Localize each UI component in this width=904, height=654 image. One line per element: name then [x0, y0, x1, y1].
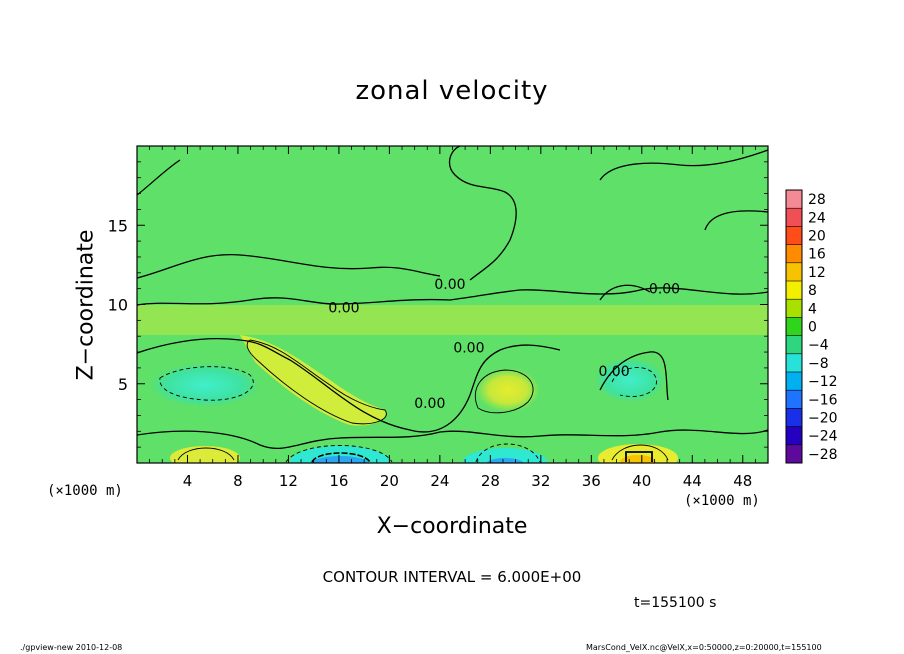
colorbar-label: 24: [808, 210, 826, 226]
contour-label: 0.00: [649, 282, 680, 298]
y-tick-label: 5: [118, 375, 128, 394]
colorbar: 28 24 20 16 12 8 4 0 −4 −8 −12 −16 −20 −24 −28: [785, 189, 838, 464]
zero-contour-top-left: [137, 159, 181, 196]
colorbar-swatch: [786, 390, 802, 409]
chart-title: zonal velocity: [355, 76, 549, 106]
colorbar-label: 8: [808, 283, 817, 299]
colorbar-swatch: [786, 426, 802, 446]
strong-contour-bottom-right: [625, 451, 653, 462]
plot-area: [137, 146, 768, 463]
low-right: [595, 358, 665, 402]
x-axis-label: X−coordinate: [376, 514, 528, 539]
bottom-blue-left: [310, 456, 370, 463]
zero-contour-upper-right: [448, 146, 517, 281]
x-tick-label: 28: [481, 472, 500, 490]
contour-label: 0.00: [328, 301, 359, 317]
colorbar-label: 12: [808, 265, 826, 281]
colorbar-swatch: [786, 190, 802, 209]
colorbar-label: −12: [808, 374, 838, 390]
wind-band: [137, 305, 768, 335]
zero-contour-upper: [137, 253, 441, 279]
colorbar-label: 4: [808, 301, 817, 317]
bottom-cyan-mid: [463, 448, 547, 463]
colorbar-swatch: [786, 226, 802, 245]
colorbar-label: 16: [808, 247, 826, 263]
colorbar-label: 0: [808, 320, 817, 336]
colorbar-swatch: [786, 408, 802, 427]
colorbar-swatch: [786, 317, 802, 336]
x-tick-label: 36: [582, 472, 601, 490]
colorbar-swatch: [786, 299, 802, 318]
colorbar-label: 20: [808, 229, 826, 245]
positive-contour-x28: [474, 369, 534, 414]
colorbar-swatch: [786, 335, 802, 355]
zero-contour-mid: [137, 287, 768, 306]
x-tick-label: 48: [733, 472, 752, 490]
negative-contour-bottom-left: [285, 445, 393, 463]
strong-negative-contour-bottom: [311, 452, 371, 463]
zero-contour-lower: [137, 338, 561, 433]
zero-contour-bottom: [137, 429, 768, 449]
footer-left: ./gpview-new 2010-12-08: [20, 643, 123, 652]
field-layer: [137, 305, 768, 463]
contour-label: 0.00: [414, 396, 445, 412]
positive-contour-bottom-left: [177, 447, 235, 461]
contour-interval-note: CONTOUR INTERVAL = 6.000E+00: [322, 568, 582, 586]
zero-contour-top-right: [599, 149, 768, 181]
colorbar-swatch: [786, 262, 802, 282]
contour-label: 0.00: [453, 340, 484, 356]
x-unit-label-left: (×1000 m): [47, 483, 123, 499]
positive-contour-ridge: [246, 339, 387, 425]
colorbar-label: −16: [808, 392, 838, 408]
time-stamp: t=155100 s: [634, 595, 717, 611]
contour-label: 0.00: [434, 277, 465, 293]
colorbar-label: −24: [808, 429, 838, 445]
bottom-blue-mid: [485, 458, 525, 463]
low-left: [150, 363, 260, 407]
zero-contour-islet: [599, 284, 651, 301]
x-tick-label: 16: [329, 472, 348, 490]
colorbar-label: −28: [808, 447, 838, 463]
colorbar-label: −20: [808, 411, 838, 427]
x-tick-label: 8: [233, 472, 243, 490]
zero-contour-right-low: [599, 351, 669, 401]
colorbar-label: 28: [808, 192, 826, 208]
footer-right: MarsCond_VelX.nc@VelX,x=0:50000,z=0:2000…: [586, 643, 822, 652]
x-tick-label: 40: [632, 472, 651, 490]
contour-lines: [137, 146, 768, 463]
colorbar-swatch: [786, 281, 802, 300]
colorbar-swatch: [786, 244, 802, 264]
x-unit-label-right: (×1000 m): [684, 493, 760, 509]
negative-contour-bottom-mid: [475, 443, 541, 463]
x-tick-label: 12: [279, 472, 298, 490]
colorbar-label: −4: [808, 338, 829, 354]
blob-x28: [476, 368, 540, 412]
y-tick-label: 10: [108, 296, 128, 315]
x-tick-label: 24: [430, 472, 449, 490]
x-tick-label: 4: [183, 472, 193, 490]
x-tick-label: 32: [531, 472, 550, 490]
contour-labels: 0.00 0.00 0.00 0.00 0.00 0.00: [328, 277, 680, 412]
zero-contour-upper-corner: [704, 210, 768, 231]
bottom-yellow-left: [170, 446, 240, 463]
y-tick-label: 15: [108, 216, 128, 235]
x-tick-label: 20: [380, 472, 399, 490]
colorbar-label: −8: [808, 356, 829, 372]
colorbar-swatch: [786, 208, 802, 227]
positive-contour-bottom-right: [611, 444, 669, 461]
colorbar-swatch: [786, 444, 802, 464]
x-tick-label: 44: [683, 472, 702, 490]
contour-label: 0.00: [598, 364, 629, 380]
colorbar-swatch: [786, 353, 802, 373]
negative-contour-right: [611, 367, 657, 397]
colorbar-swatch: [786, 372, 802, 391]
